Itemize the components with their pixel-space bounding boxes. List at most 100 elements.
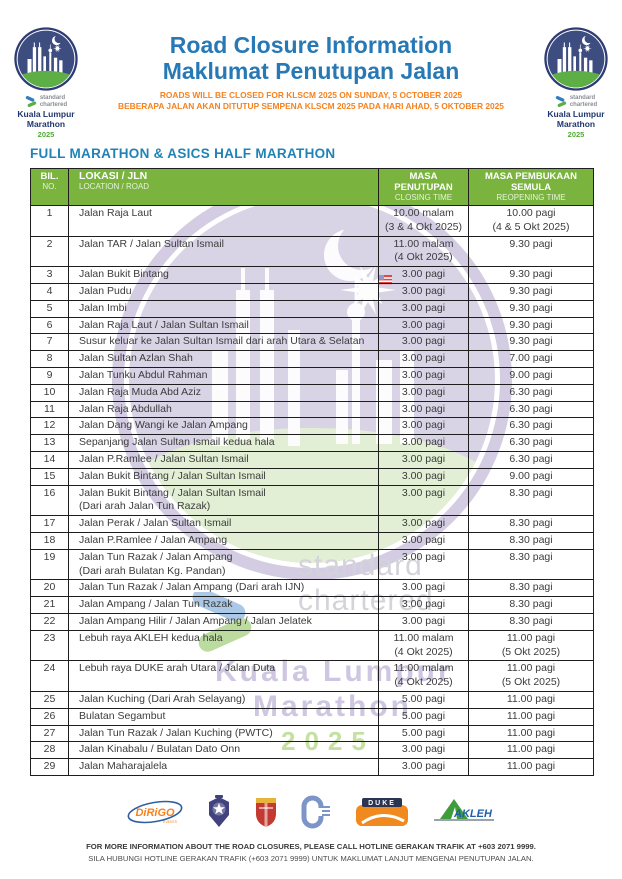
svg-text:DiRiGO: DiRiGO <box>135 807 175 819</box>
row-location-cell: Jalan Sultan Azlan Shah <box>68 350 379 368</box>
row-reopening-time-cell: 9.30 pagi <box>468 316 594 335</box>
row-reopening-time-cell: 10.00 pagi (4 & 5 Okt 2025) <box>468 205 594 237</box>
header-cell-closing: MASA PENUTUPAN CLOSING TIME <box>378 168 469 206</box>
row-reopening-time-cell: 8.30 pagi <box>468 579 594 598</box>
table-row: 26 Bulatan Segambut 5.00 pagi 11.00 pagi <box>30 707 594 726</box>
hotline-info-en: FOR MORE INFORMATION ABOUT THE ROAD CLOS… <box>86 842 536 851</box>
title-block: Road Closure Information Maklumat Penutu… <box>92 24 530 112</box>
subtitle-ms: BEBERAPA JALAN AKAN DITUTUP SEMPENA KLSC… <box>118 101 504 111</box>
row-location-cell: Sepanjang Jalan Sultan Ismail kedua hala <box>68 434 379 452</box>
row-number-cell: 18 <box>30 531 69 550</box>
row-location-cell: Jalan Tun Razak / Jalan Kuching (PWTC) <box>68 724 379 743</box>
table-row: 18 Jalan P.Ramlee / Jalan Ampang 3.00 pagi… <box>30 531 594 550</box>
row-reopening-time-cell: 11.00 pagi <box>468 690 594 709</box>
row-reopening-time-cell: 6.30 pagi <box>468 417 594 436</box>
row-number-cell: 1 <box>30 205 69 237</box>
row-location-cell: Jalan Tunku Abdul Rahman <box>68 366 379 385</box>
row-location-cell: Jalan Kuching (Dari Arah Selayang) <box>68 690 379 709</box>
row-closing-time-cell: 3.00 pagi <box>378 333 469 352</box>
row-location-cell: Jalan P.Ramlee / Jalan Sultan Ismail <box>68 450 379 469</box>
row-number-cell: 8 <box>30 350 69 368</box>
llm-logo-icon <box>301 795 330 829</box>
row-reopening-time-cell: 9.30 pagi <box>468 282 594 301</box>
header-cell-reopening: MASA PEMBUKAAN SEMULA REOPENING TIME <box>468 168 594 206</box>
row-closing-time-cell: 3.00 pagi <box>378 299 469 318</box>
row-closing-time-cell: 3.00 pagi <box>378 383 469 402</box>
header-cell-location: LOKASI / JLN LOCATION / ROAD <box>68 168 379 206</box>
sc-word-chartered: chartered <box>569 101 598 108</box>
row-location-cell: Jalan P.Ramlee / Jalan Ampang <box>68 531 379 550</box>
row-location-cell: Jalan Bukit Bintang / Jalan Sultan Ismai… <box>68 467 379 486</box>
row-closing-time-cell: 3.00 pagi <box>378 400 469 419</box>
police-crest-icon <box>209 795 229 827</box>
row-reopening-time-cell: 6.30 pagi <box>468 383 594 402</box>
row-closing-time-cell: 3.00 pagi <box>378 467 469 486</box>
row-closing-time-cell: 3.00 pagi <box>378 596 469 614</box>
klscm-logo-right: standard chartered Kuala Lumpur Marathon… <box>530 24 622 139</box>
row-number-cell: 6 <box>30 316 69 335</box>
table-row: 14 Jalan P.Ramlee / Jalan Sultan Ismail 3.… <box>30 450 594 469</box>
row-location-cell: Jalan Raja Laut / Jalan Sultan Ismail <box>68 316 379 335</box>
standard-chartered-trustmark-icon <box>25 95 36 107</box>
row-number-cell: 24 <box>30 660 69 692</box>
row-location-cell: Jalan Raja Abdullah <box>68 400 379 419</box>
table-row: 29 Jalan Maharajalela 3.00 pagi 11.00 pagi <box>30 758 594 776</box>
row-closing-time-cell: 3.00 pagi <box>378 579 469 598</box>
table-row: 3 Jalan Bukit Bintang 3.00 pagi 9.30 pagi <box>30 266 594 284</box>
svg-text:DUKE: DUKE <box>368 800 396 807</box>
row-location-cell: Jalan Bukit Bintang <box>68 266 379 284</box>
row-location-cell: Jalan Tun Razak / Jalan Ampang (Dari ara… <box>68 579 379 598</box>
table-row: 19 Jalan Tun Razak / Jalan Ampang (Dari ar… <box>30 548 594 581</box>
row-reopening-time-cell: 11.00 pagi (5 Okt 2025) <box>468 629 594 662</box>
road-table-body: 1 Jalan Raja Laut 10.00 malam (3 & 4 Okt 20… <box>30 205 594 776</box>
row-number-cell: 21 <box>30 596 69 614</box>
road-closure-table: BIL. NO. LOKASI / JLN LOCATION / ROAD MA… <box>30 168 594 776</box>
page-title-en: Road Closure Information <box>169 32 453 58</box>
table-row: 23 Lebuh raya AKLEH kedua hala 11.00 malam… <box>30 629 594 662</box>
table-row: 1 Jalan Raja Laut 10.00 malam (3 & 4 Okt 20… <box>30 205 594 237</box>
row-reopening-time-cell: 6.30 pagi <box>468 450 594 469</box>
sponsor-logo-row: DiRiGO EVENTS <box>0 790 622 834</box>
table-row: 6 Jalan Raja Laut / Jalan Sultan Ismail 3.… <box>30 316 594 335</box>
klscm-emblem-icon <box>544 27 608 91</box>
row-number-cell: 4 <box>30 282 69 301</box>
row-number-cell: 17 <box>30 515 69 533</box>
logo-year: 2025 <box>37 130 55 139</box>
table-row: 25 Jalan Kuching (Dari Arah Selayang) 5.00… <box>30 690 594 709</box>
table-row: 27 Jalan Tun Razak / Jalan Kuching (PWTC)… <box>30 724 594 743</box>
table-row: 13 Sepanjang Jalan Sultan Ismail kedua ha… <box>30 434 594 452</box>
table-row: 12 Jalan Dang Wangi ke Jalan Ampang 3.00 p… <box>30 417 594 436</box>
row-reopening-time-cell: 7.00 pagi <box>468 350 594 368</box>
section-title: FULL MARATHON & ASICS HALF MARATHON <box>30 146 336 161</box>
row-reopening-time-cell: 8.30 pagi <box>468 515 594 533</box>
logo-year: 2025 <box>567 130 585 139</box>
page-title-ms: Maklumat Penutupan Jalan <box>162 58 460 84</box>
row-closing-time-cell: 3.00 pagi <box>378 531 469 550</box>
row-location-cell: Susur keluar ke Jalan Sultan Ismail dari… <box>68 333 379 352</box>
logo-event-line1: Kuala Lumpur <box>547 109 605 119</box>
klscm-logo-left: standard chartered Kuala Lumpur Marathon… <box>0 24 92 139</box>
row-location-cell: Lebuh raya AKLEH kedua hala <box>68 629 379 662</box>
row-closing-time-cell: 3.00 pagi <box>378 548 469 581</box>
row-location-cell: Bulatan Segambut <box>68 707 379 726</box>
row-number-cell: 11 <box>30 400 69 419</box>
row-number-cell: 10 <box>30 383 69 402</box>
row-closing-time-cell: 5.00 pagi <box>378 724 469 743</box>
row-reopening-time-cell: 9.00 pagi <box>468 467 594 486</box>
row-location-cell: Lebuh raya DUKE arah Utara / Jalan Duta <box>68 660 379 692</box>
hotline-info-ms: SILA HUBUNGI HOTLINE GERAKAN TRAFIK (+60… <box>88 854 534 863</box>
row-number-cell: 2 <box>30 235 69 268</box>
row-closing-time-cell: 5.00 pagi <box>378 690 469 709</box>
row-number-cell: 28 <box>30 741 69 760</box>
klscm-emblem-icon <box>14 27 78 91</box>
dbkl-crest-icon <box>256 798 276 827</box>
row-number-cell: 7 <box>30 333 69 352</box>
row-closing-time-cell: 3.00 pagi <box>378 434 469 452</box>
row-number-cell: 14 <box>30 450 69 469</box>
table-row: 28 Jalan Kinabalu / Bulatan Dato Onn 3.00 … <box>30 741 594 760</box>
row-reopening-time-cell: 9.00 pagi <box>468 366 594 385</box>
standard-chartered-trustmark-icon <box>555 95 566 107</box>
table-row: 7 Susur keluar ke Jalan Sultan Ismail dar… <box>30 333 594 352</box>
row-reopening-time-cell: 8.30 pagi <box>468 484 594 517</box>
